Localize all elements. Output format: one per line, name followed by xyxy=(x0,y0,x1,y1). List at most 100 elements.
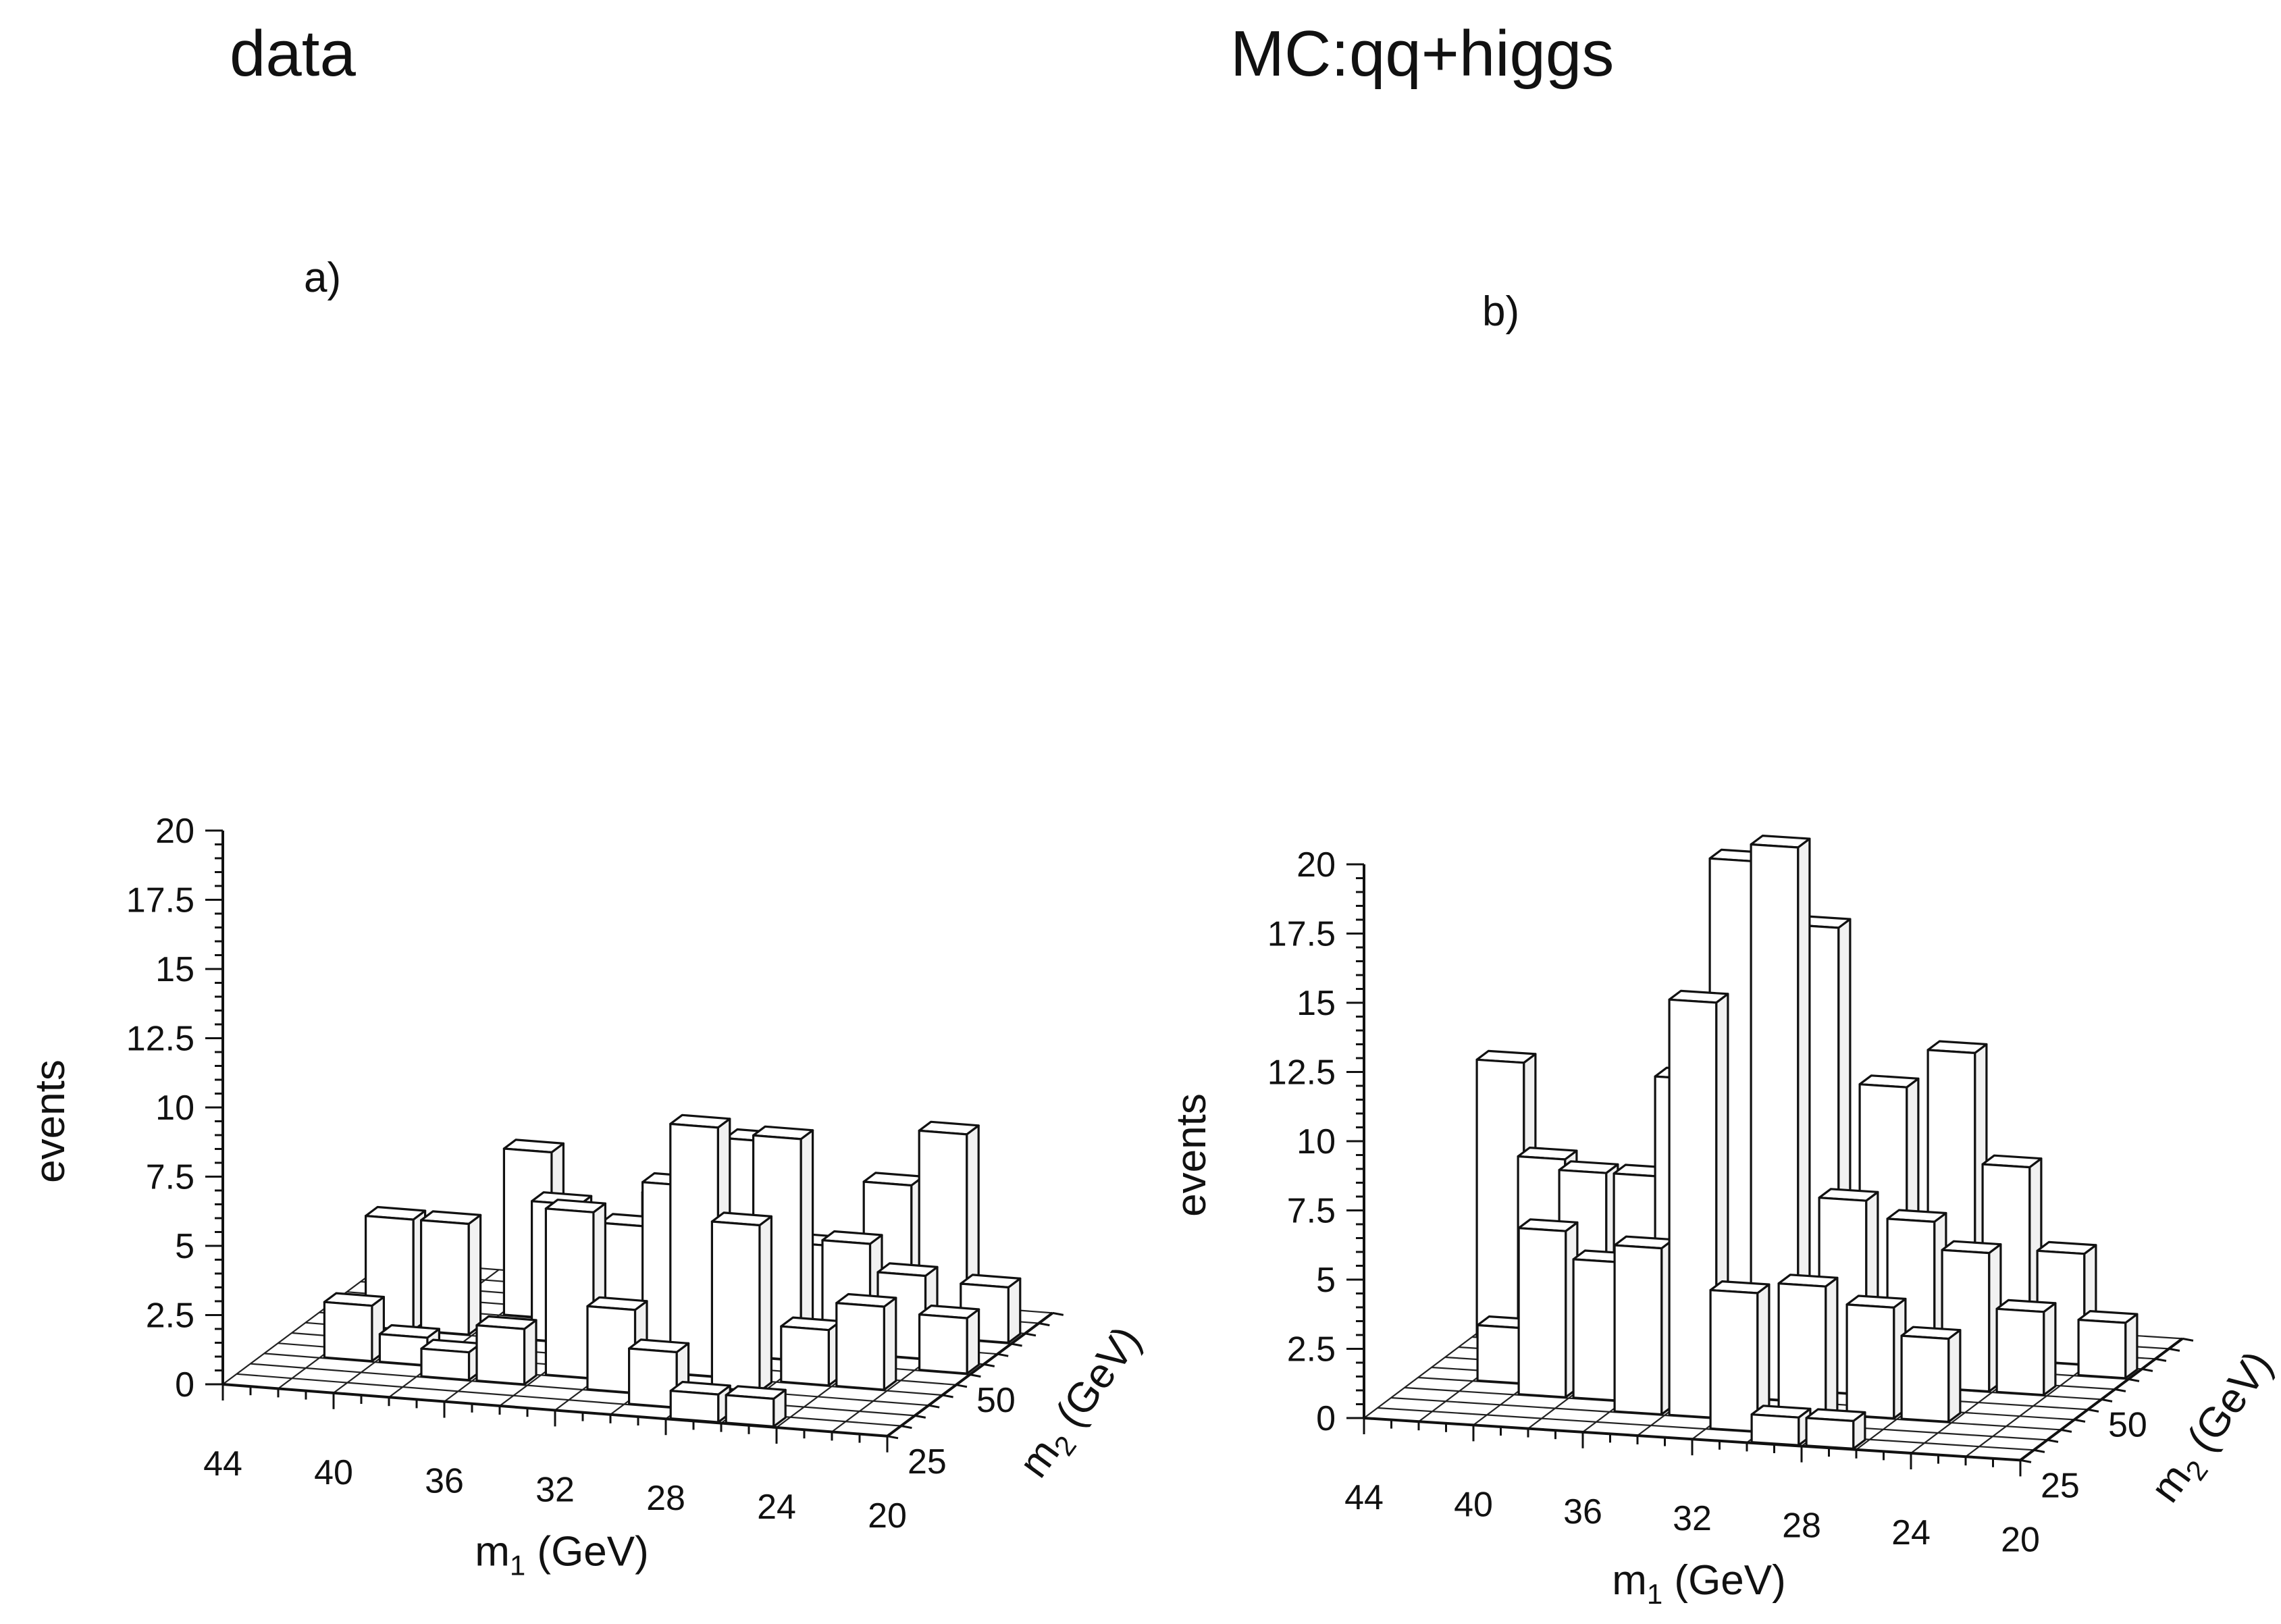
bar-front-face xyxy=(1709,1288,1759,1433)
panel-a-x-tick-label: 32 xyxy=(535,1470,575,1509)
y-tick xyxy=(887,1435,899,1440)
y-tick xyxy=(942,1394,953,1398)
y-tick xyxy=(2141,1367,2153,1372)
panel-b-z-axis: 0 2.5 5 7.5 10 12.5 15 17.5 20 events xyxy=(1168,845,1365,1438)
bar-front-face xyxy=(2077,1318,2127,1380)
panel-b-z-tick-label: 2.5 xyxy=(1287,1330,1336,1369)
bar-front-face xyxy=(475,1324,526,1386)
panel-a-z-tick-label: 10 xyxy=(155,1089,194,1128)
bar-side-face xyxy=(1947,1329,1962,1423)
y-tick xyxy=(2101,1398,2113,1403)
bar xyxy=(475,1315,538,1386)
panel-a-x-tick-label: 24 xyxy=(757,1488,796,1527)
panel-b-z-tick-label: 20 xyxy=(1296,845,1336,885)
bar xyxy=(1517,1218,1579,1398)
bar-side-face xyxy=(883,1296,897,1391)
panel-a-z-tick-label: 0 xyxy=(175,1365,194,1405)
panel-a-z-tick-label: 20 xyxy=(155,812,194,851)
y-tick xyxy=(928,1404,940,1409)
y-tick xyxy=(997,1353,1009,1357)
panel-b-bars xyxy=(1475,834,2139,1450)
bar-front-face xyxy=(378,1332,429,1367)
panel-a-z-ticks xyxy=(205,829,223,1386)
bar xyxy=(1900,1326,1962,1423)
panel-b-x-tick-label: 24 xyxy=(1891,1513,1931,1552)
bar-front-face xyxy=(1476,1324,1526,1385)
bar xyxy=(725,1385,787,1428)
y-tick xyxy=(2087,1408,2099,1413)
bar-front-face xyxy=(323,1301,373,1363)
bar xyxy=(1709,1280,1771,1433)
bar-front-face xyxy=(710,1220,761,1393)
bar-side-face xyxy=(966,1308,980,1375)
bar-front-face xyxy=(586,1305,637,1394)
bar-side-face xyxy=(1825,1276,1839,1426)
y-tick xyxy=(2047,1438,2059,1443)
panel-b-z-tick-label: 5 xyxy=(1316,1261,1336,1300)
panel-b-x-axis: 44 40 36 32 28 24 20 m1 (GeV) xyxy=(1344,1417,2040,1610)
bar-side-face xyxy=(467,1213,482,1336)
bar xyxy=(1750,834,1811,1403)
panel-a-z-tick-label: 17.5 xyxy=(126,881,194,920)
bar-front-face xyxy=(725,1394,775,1428)
y-tick xyxy=(2155,1357,2167,1362)
y-tick xyxy=(1011,1342,1022,1347)
panel-b-y-tick-label: 25 xyxy=(2041,1466,2080,1505)
y-tick xyxy=(2114,1388,2126,1392)
panel-a-x-ticks xyxy=(221,1384,889,1452)
panel-b-title: MC:qq+higgs xyxy=(1230,18,1614,90)
panel-b-x-tick-label: 28 xyxy=(1782,1507,1821,1546)
bar xyxy=(1777,1274,1839,1426)
bar-front-face xyxy=(780,1325,830,1387)
panel-b-x-tick-label: 32 xyxy=(1673,1499,1712,1538)
panel-a-x-tick-label: 44 xyxy=(203,1444,242,1484)
bar-side-face xyxy=(1007,1277,1022,1344)
floor-grid-line xyxy=(222,1260,389,1385)
panel-a-x-axis-title: m1 (GeV) xyxy=(475,1528,649,1581)
panel-a-label: a) xyxy=(304,255,341,301)
bar-front-face xyxy=(835,1301,885,1391)
bar xyxy=(918,1304,980,1375)
panel-b-z-tick-label: 15 xyxy=(1296,984,1336,1023)
panel-b: MC:qq+higgs b) 0 2.5 5 7.5 10 12.5 15 17… xyxy=(1168,18,2281,1610)
bar-front-face xyxy=(419,1219,470,1336)
y-tick xyxy=(955,1384,968,1388)
bar xyxy=(780,1316,842,1387)
panel-b-z-tick-label: 12.5 xyxy=(1267,1053,1336,1093)
panel-b-x-tick-label: 44 xyxy=(1344,1478,1384,1517)
panel-a-x-tick-label: 28 xyxy=(646,1479,685,1518)
panel-a: data a) 0 2.5 5 7.5 10 12.5 15 17.5 20 e… xyxy=(27,18,1150,1581)
panel-b-z-axis-title: events xyxy=(1168,1093,1215,1217)
panel-a-title: data xyxy=(230,18,356,90)
bar-front-face xyxy=(1475,1058,1525,1341)
bar xyxy=(1845,1294,1907,1419)
y-tick xyxy=(2033,1448,2045,1453)
panel-b-x-axis-title: m1 (GeV) xyxy=(1612,1557,1786,1610)
y-tick xyxy=(970,1373,981,1378)
bar xyxy=(627,1338,690,1409)
bar-front-face xyxy=(420,1347,471,1382)
panel-a-x-tick-label: 40 xyxy=(314,1453,353,1492)
y-tick xyxy=(1052,1311,1064,1316)
y-tick xyxy=(2182,1337,2194,1342)
panel-b-x-ticks xyxy=(1363,1418,2022,1477)
panel-b-label: b) xyxy=(1482,288,1519,335)
bar-front-face xyxy=(1777,1282,1827,1426)
y-tick xyxy=(901,1425,912,1430)
panel-b-z-tick-label: 7.5 xyxy=(1287,1192,1336,1231)
y-tick xyxy=(2168,1347,2180,1352)
bar xyxy=(2077,1309,2139,1380)
bar xyxy=(1750,1405,1812,1446)
panel-b-x-tick-label: 40 xyxy=(1454,1485,1493,1524)
bar xyxy=(669,1380,731,1423)
y-tick xyxy=(2020,1459,2032,1463)
bar-side-face xyxy=(2043,1302,2057,1396)
bar-front-face xyxy=(544,1207,595,1380)
bar-front-face xyxy=(669,1390,720,1423)
bar xyxy=(419,1210,482,1336)
panel-a-z-tick-label: 2.5 xyxy=(146,1296,194,1336)
panel-a-bars xyxy=(323,1114,1022,1428)
y-tick xyxy=(1039,1322,1050,1327)
bar-front-face xyxy=(1613,1244,1663,1416)
